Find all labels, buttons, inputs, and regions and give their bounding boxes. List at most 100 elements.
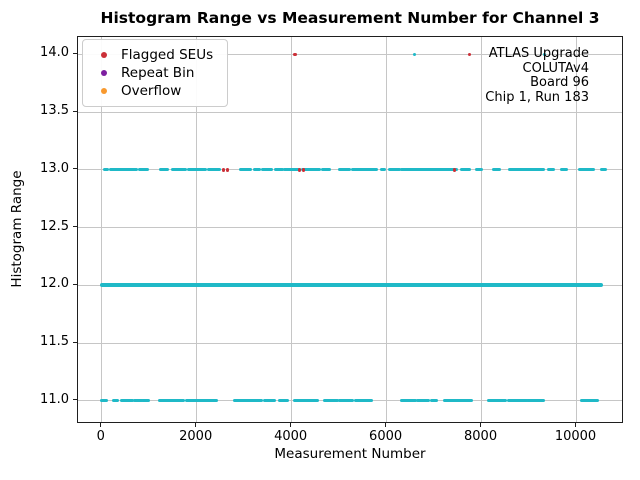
y-tick: [73, 110, 77, 112]
data-point-cluster: [399, 168, 458, 172]
data-point: [452, 168, 457, 172]
x-tick-label: 4000: [274, 429, 308, 444]
y-tick: [73, 168, 77, 170]
data-point-cluster: [338, 168, 352, 172]
repeat-bin-marker-icon: [101, 70, 107, 76]
annotation-line: ATLAS Upgrade: [488, 46, 589, 61]
y-tick: [73, 283, 77, 285]
x-tick-label: 2000: [179, 429, 213, 444]
data-point-cluster: [379, 168, 387, 172]
gridline: [291, 37, 293, 422]
y-tick-label: 13.0: [40, 160, 69, 176]
data-point-cluster: [207, 168, 222, 172]
gridline: [101, 37, 103, 422]
y-tick-label: 13.5: [40, 103, 69, 119]
data-point-cluster: [429, 399, 439, 403]
data-point-cluster: [321, 168, 332, 172]
data-point-cluster: [159, 168, 170, 172]
data-point-cluster: [474, 168, 484, 172]
data-point-cluster: [109, 168, 138, 172]
x-tick-label: 10000: [554, 429, 597, 444]
data-point-cluster: [486, 399, 507, 403]
y-tick: [73, 226, 77, 228]
chart-title: Histogram Range vs Measurement Number fo…: [100, 9, 600, 27]
data-point: [293, 52, 297, 57]
data-point-cluster: [578, 168, 595, 172]
x-tick: [290, 423, 292, 427]
data-point-cluster: [354, 399, 373, 403]
data-point: [542, 52, 546, 56]
y-tick-label: 12.0: [40, 276, 69, 292]
legend-item-repeat-bin: Repeat Bin: [95, 64, 217, 82]
data-point-cluster: [322, 399, 339, 403]
data-point-cluster: [157, 399, 185, 403]
legend-label: Flagged SEUs: [121, 47, 214, 63]
x-tick: [575, 423, 577, 427]
data-point-cluster: [292, 399, 320, 403]
legend-label: Repeat Bin: [121, 65, 195, 81]
data-point-cluster: [232, 399, 263, 403]
annotation-line: Board 96: [530, 75, 589, 91]
data-point: [301, 168, 306, 172]
data-point-cluster: [100, 283, 604, 288]
data-point: [225, 168, 230, 172]
data-point: [413, 52, 417, 56]
legend: Flagged SEUs Repeat Bin Overflow: [82, 39, 228, 107]
legend-item-flagged-seus: Flagged SEUs: [95, 46, 217, 64]
x-axis-label: Measurement Number: [274, 446, 426, 462]
data-point-cluster: [351, 168, 378, 172]
y-tick: [73, 399, 77, 401]
gridline: [78, 111, 622, 113]
flagged-seus-marker-icon: [101, 52, 107, 58]
x-tick-label: 6000: [369, 429, 403, 444]
gridline: [386, 37, 388, 422]
data-point-cluster: [277, 399, 290, 403]
data-point-cluster: [506, 399, 529, 403]
y-tick-label: 12.5: [40, 218, 69, 234]
y-tick: [73, 341, 77, 343]
data-point-cluster: [133, 399, 143, 403]
gridline: [481, 37, 483, 422]
data-point-cluster: [261, 168, 273, 172]
data-point-cluster: [508, 168, 545, 172]
data-point: [467, 52, 472, 57]
y-tick-label: 11.5: [40, 334, 69, 350]
annotation-line: Chip 1, Run 183: [485, 89, 589, 105]
scatter-layer: [78, 37, 622, 422]
data-point-cluster: [526, 399, 545, 403]
gridline: [576, 37, 578, 422]
data-point-cluster: [415, 399, 430, 403]
data-point-cluster: [579, 399, 600, 403]
data-point-cluster: [185, 399, 218, 403]
gridline: [78, 342, 622, 344]
gridline: [78, 53, 622, 55]
data-point-cluster: [239, 168, 253, 172]
data-point-cluster: [387, 168, 401, 172]
data-point-cluster: [600, 168, 607, 172]
data-point-cluster: [338, 399, 355, 403]
y-tick-label: 11.0: [40, 391, 69, 407]
annotation-line: COLUTAv4: [522, 60, 589, 76]
gridline: [196, 37, 198, 422]
legend-label: Overflow: [121, 83, 182, 99]
data-point: [222, 168, 226, 172]
x-tick: [195, 423, 197, 427]
data-point-cluster: [137, 168, 149, 172]
data-point-cluster: [460, 168, 472, 172]
data-point-cluster: [399, 399, 417, 403]
gridline: [78, 227, 622, 229]
data-point-cluster: [274, 168, 285, 172]
data-point-cluster: [141, 399, 150, 403]
data-point: [298, 168, 302, 172]
run-info-annotation: ATLAS Upgrade COLUTAv4 Board 96 Chip 1, …: [485, 46, 589, 105]
x-tick: [100, 423, 102, 427]
x-tick-label: 8000: [464, 429, 498, 444]
y-tick-label: 14.0: [40, 45, 69, 61]
data-point-cluster: [170, 168, 188, 172]
data-point-cluster: [282, 168, 301, 172]
data-point-cluster: [443, 399, 474, 403]
x-tick-label: 0: [96, 429, 105, 444]
x-tick: [480, 423, 482, 427]
data-point-cluster: [546, 168, 555, 172]
